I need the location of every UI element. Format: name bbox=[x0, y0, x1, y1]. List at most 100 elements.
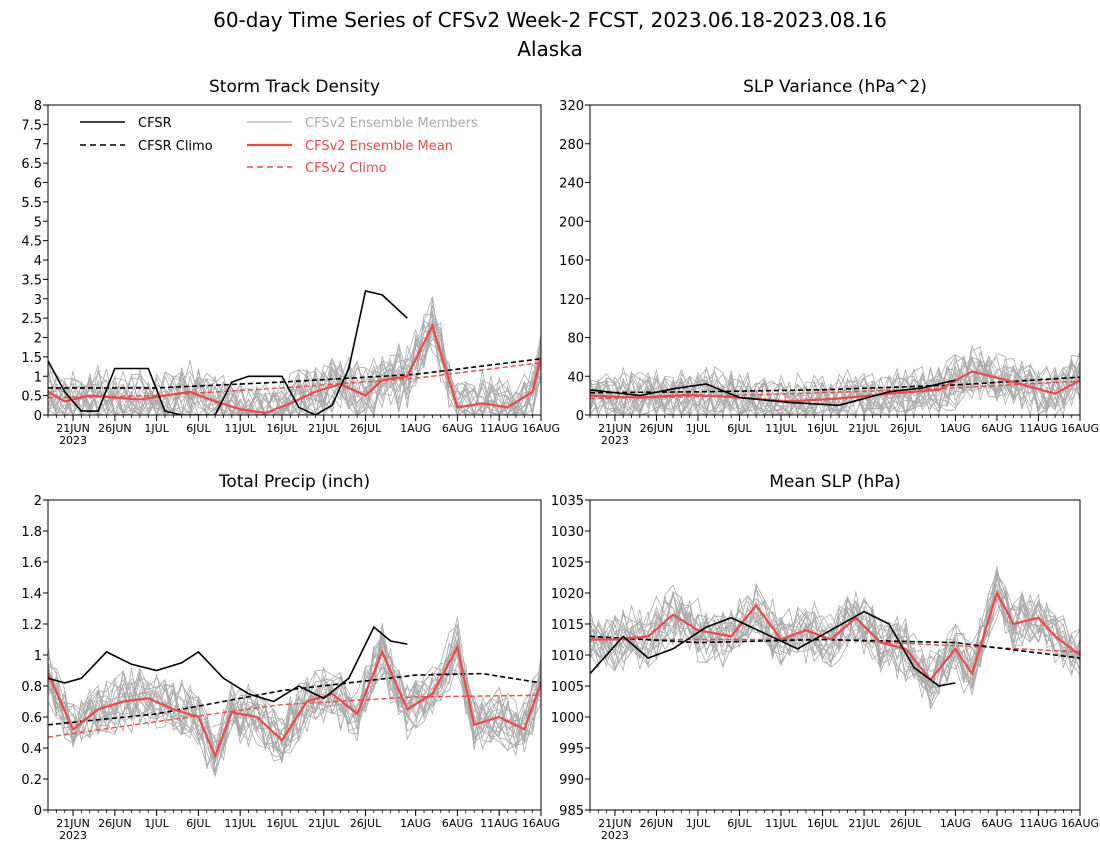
y-tick-label: 7.5 bbox=[21, 118, 42, 133]
ensemble-member-line bbox=[48, 330, 541, 415]
x-tick-label: 16JUL bbox=[807, 817, 839, 830]
panel-3: Total Precip (inch) 0 0.2 0.4 0.6 0.8 1 1.2 1.4 1… bbox=[21, 472, 560, 842]
ensemble-member-line bbox=[590, 356, 1080, 415]
y-tick-label: 120 bbox=[559, 293, 584, 308]
y-tick-label: 990 bbox=[559, 773, 584, 788]
x-year-label: 2023 bbox=[59, 829, 87, 842]
ensemble-member-line bbox=[48, 631, 541, 762]
x-tick-label: 16JUL bbox=[807, 422, 839, 435]
x-tick-label: 1JUL bbox=[144, 817, 169, 830]
x-tick-label: 21JUL bbox=[308, 422, 340, 435]
y-tick-label: 0.5 bbox=[21, 390, 42, 405]
y-tick-label: 1030 bbox=[551, 525, 584, 540]
plot-frame bbox=[589, 499, 1081, 811]
plot-area bbox=[48, 617, 541, 778]
y-tick-label: 0.4 bbox=[21, 742, 42, 757]
x-tick-label: 11AUG bbox=[480, 817, 518, 830]
x-tick-label: 21JUL bbox=[848, 422, 880, 435]
y-tick-label: 3.5 bbox=[21, 273, 42, 288]
x-tick-label: 6AUG bbox=[981, 817, 1012, 830]
ensemble-member-line bbox=[590, 570, 1080, 702]
panel-title: Storm Track Density bbox=[209, 77, 380, 97]
y-tick-label: 5 bbox=[34, 215, 42, 230]
x-tick-label: 16AUG bbox=[522, 422, 560, 435]
ensemble-member-line bbox=[48, 313, 541, 415]
y-tick-label: 160 bbox=[559, 254, 584, 269]
x-tick-label: 11JUL bbox=[765, 422, 797, 435]
y-tick-label: 1000 bbox=[551, 711, 584, 726]
x-tick-label: 11JUL bbox=[224, 817, 256, 830]
x-tick-label: 16AUG bbox=[1061, 817, 1099, 830]
y-tick-label: 3 bbox=[34, 293, 42, 308]
x-tick-label: 26JUN bbox=[98, 817, 132, 830]
ensemble-member-line bbox=[48, 322, 541, 415]
x-tick-label: 21JUN bbox=[598, 422, 632, 435]
x-tick-label: 21JUN bbox=[598, 817, 632, 830]
ensemble-member-line bbox=[590, 355, 1080, 415]
x-year-label: 2023 bbox=[601, 434, 629, 447]
plot-frame bbox=[589, 104, 1081, 416]
plot-frame bbox=[47, 499, 542, 811]
y-tick-label: 1005 bbox=[551, 680, 584, 695]
x-tick-label: 16JUL bbox=[266, 422, 298, 435]
x-tick-label: 26JUL bbox=[890, 422, 922, 435]
y-tick-label: 995 bbox=[559, 742, 584, 757]
y-tick-label: 240 bbox=[559, 177, 584, 192]
x-tick-label: 11AUG bbox=[1019, 422, 1057, 435]
legend-label-cfsr-climo: CFSR Climo bbox=[138, 139, 213, 154]
ensemble-member-line bbox=[590, 570, 1080, 687]
cfsr-line bbox=[48, 625, 408, 703]
x-tick-label: 16JUL bbox=[266, 817, 298, 830]
x-tick-label: 6AUG bbox=[442, 817, 473, 830]
y-tick-label: 1015 bbox=[551, 618, 584, 633]
y-tick-label: 5.5 bbox=[21, 196, 42, 211]
cfsr-line bbox=[590, 610, 956, 687]
x-tick-label: 21JUL bbox=[308, 817, 340, 830]
x-tick-label: 6AUG bbox=[981, 422, 1012, 435]
x-tick-label: 11AUG bbox=[480, 422, 518, 435]
ensemble-mean-line bbox=[48, 644, 541, 759]
ensemble-member-line bbox=[48, 641, 541, 761]
y-tick-label: 4.5 bbox=[21, 235, 42, 250]
x-tick-label: 6JUL bbox=[727, 817, 752, 830]
ensemble-mean-line bbox=[48, 322, 541, 415]
x-year-label: 2023 bbox=[601, 829, 629, 842]
ensemble-member-line bbox=[48, 338, 541, 415]
x-tick-label: 1AUG bbox=[940, 817, 971, 830]
panel-title: SLP Variance (hPa^2) bbox=[743, 77, 927, 97]
panel-2: SLP Variance (hPa^2) 0 40 80 120 160 200 240 280… bbox=[559, 77, 1099, 447]
plot-area bbox=[48, 290, 541, 415]
y-tick-label: 2 bbox=[34, 494, 42, 509]
y-tick-label: 8 bbox=[34, 99, 42, 114]
legend-label-cfsv2-climo: CFSv2 Climo bbox=[305, 161, 387, 176]
x-tick-label: 6JUL bbox=[186, 422, 211, 435]
cfsr-climo-line bbox=[48, 672, 541, 726]
y-tick-label: 1.4 bbox=[21, 587, 42, 602]
panel-title: Mean SLP (hPa) bbox=[769, 472, 901, 492]
x-tick-label: 16AUG bbox=[1061, 422, 1099, 435]
figure-subtitle: Alaska bbox=[517, 37, 582, 61]
x-tick-label: 11AUG bbox=[1019, 817, 1057, 830]
cfsr-line bbox=[48, 290, 408, 415]
ensemble-member-line bbox=[590, 352, 1080, 415]
cfsv2-climo-line bbox=[48, 362, 541, 399]
ensemble-member-line bbox=[48, 296, 541, 415]
legend-label-cfsv2-ensemble-mean: CFSv2 Ensemble Mean bbox=[305, 139, 453, 154]
y-tick-label: 1010 bbox=[551, 649, 584, 664]
y-tick-label: 1.5 bbox=[21, 351, 42, 366]
y-tick-label: 80 bbox=[567, 332, 584, 347]
y-tick-label: 6 bbox=[34, 177, 42, 192]
y-tick-label: 200 bbox=[559, 215, 584, 230]
plot-area bbox=[590, 565, 1080, 711]
ensemble-member-line bbox=[48, 320, 541, 415]
y-tick-label: 2.5 bbox=[21, 312, 42, 327]
x-tick-label: 1AUG bbox=[400, 422, 431, 435]
cfsr-climo-line bbox=[590, 376, 1080, 394]
y-tick-label: 7 bbox=[34, 138, 42, 153]
ensemble-mean-line bbox=[590, 590, 1080, 682]
x-tick-label: 6JUL bbox=[186, 817, 211, 830]
ensemble-member-line bbox=[590, 595, 1080, 708]
x-year-label: 2023 bbox=[59, 434, 87, 447]
x-tick-label: 26JUL bbox=[350, 817, 382, 830]
